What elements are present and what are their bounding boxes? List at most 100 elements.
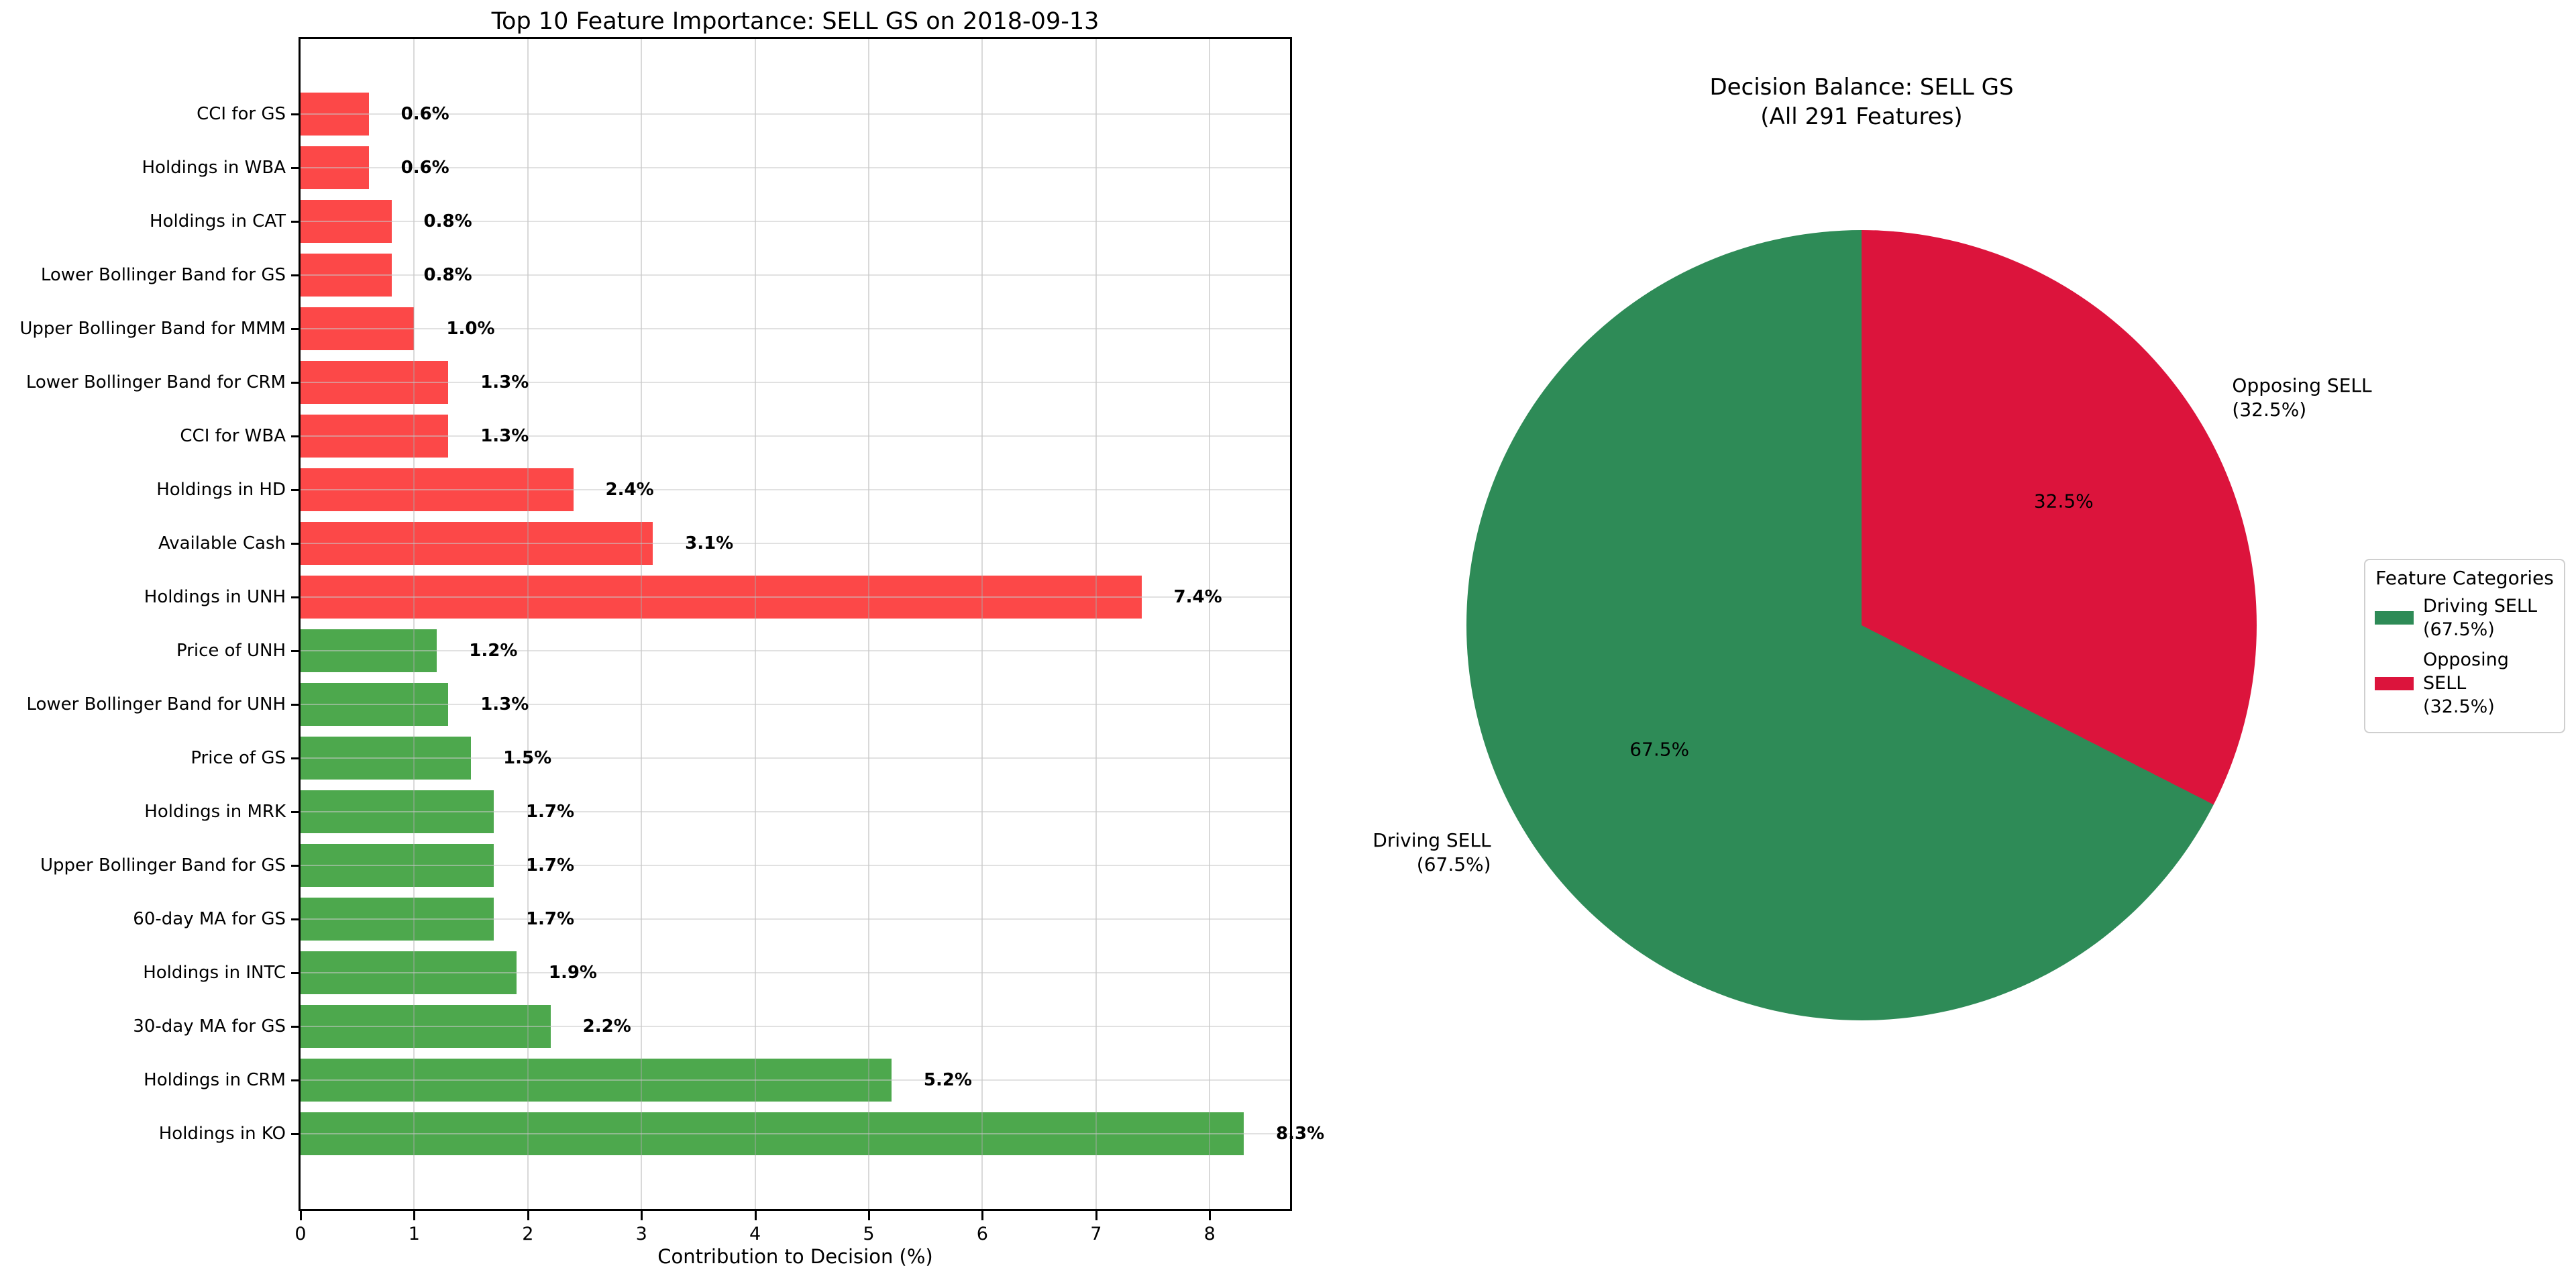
bar-value-label: 2.2% [582, 1016, 631, 1036]
h-gridline [301, 543, 1290, 544]
x-tickmark [1209, 1211, 1212, 1220]
bar-value-label: 1.0% [446, 319, 495, 339]
h-gridline [301, 865, 1290, 866]
v-gridline [981, 39, 983, 1209]
y-tickmark [291, 811, 301, 813]
bar-value-label: 1.5% [503, 748, 552, 768]
h-gridline [301, 1079, 1290, 1081]
y-tickmark [291, 543, 301, 545]
y-tick-label: Lower Bollinger Band for CRM [25, 372, 286, 392]
y-tickmark [291, 435, 301, 437]
bar-value-label: 1.3% [480, 426, 529, 446]
bar-value-label: 1.3% [480, 694, 529, 714]
x-tickmark [981, 1211, 984, 1220]
y-tickmark [291, 274, 301, 276]
bar-value-label: 0.6% [400, 104, 449, 124]
h-gridline [301, 811, 1290, 812]
bar-value-label: 1.2% [469, 641, 518, 661]
y-tickmark [291, 757, 301, 759]
legend-rows: Driving SELL (67.5%) Opposing SELL (32.5%… [2375, 594, 2555, 718]
h-gridline [301, 1026, 1290, 1027]
v-gridline [527, 39, 529, 1209]
pie-legend: Feature Categories Driving SELL (67.5%) O… [2364, 559, 2565, 733]
y-tick-label: Holdings in CAT [150, 211, 286, 231]
bar-value-label: 1.7% [525, 909, 575, 929]
legend-swatch-icon [2375, 676, 2414, 690]
y-tick-label: Lower Bollinger Band for GS [40, 265, 286, 285]
x-tick-label: 4 [749, 1224, 761, 1244]
h-gridline [301, 435, 1290, 437]
bar-value-label: 7.4% [1173, 587, 1222, 607]
v-gridline [1095, 39, 1097, 1209]
y-tickmark [291, 865, 301, 867]
y-tickmark [291, 489, 301, 491]
y-tickmark [291, 704, 301, 706]
y-tick-label: Holdings in WBA [142, 158, 286, 178]
bar-value-label: 1.7% [525, 855, 575, 875]
h-gridline [301, 328, 1290, 329]
h-gridline [301, 596, 1290, 598]
y-tickmark [291, 1133, 301, 1135]
bar-value-label: 8.3% [1276, 1124, 1325, 1144]
y-tick-label: Holdings in MRK [144, 802, 286, 822]
y-tick-label: 60-day MA for GS [133, 909, 286, 929]
y-tickmark [291, 650, 301, 652]
bar-value-label: 0.8% [423, 211, 472, 231]
bar-value-label: 3.1% [685, 533, 734, 553]
pie-outer-label: Opposing SELL (32.5%) [2232, 374, 2372, 421]
y-tickmark [291, 382, 301, 384]
legend-label: Driving SELL (67.5%) [2423, 596, 2537, 640]
y-tick-label: CCI for GS [197, 104, 286, 124]
y-tickmark [291, 221, 301, 223]
x-tickmark [527, 1211, 529, 1220]
y-tick-label: Holdings in HD [156, 480, 286, 500]
bar-chart-title: Top 10 Feature Importance: SELL GS on 20… [491, 8, 1099, 35]
x-tick-label: 6 [976, 1224, 988, 1244]
v-gridline [1209, 39, 1211, 1209]
h-gridline [301, 972, 1290, 973]
y-tick-label: 30-day MA for GS [133, 1016, 286, 1036]
y-tick-label: Holdings in UNH [144, 587, 286, 607]
y-tick-label: CCI for WBA [180, 426, 286, 446]
y-tick-label: Upper Bollinger Band for GS [40, 855, 286, 875]
y-tick-label: Holdings in KO [158, 1124, 286, 1144]
legend-row: Opposing SELL (32.5%) [2375, 648, 2555, 718]
bar-value-label: 1.9% [548, 963, 597, 983]
y-tick-label: Lower Bollinger Band for UNH [26, 694, 286, 714]
bar-value-label: 1.7% [525, 802, 575, 822]
x-tick-label: 5 [863, 1224, 875, 1244]
y-tick-label: Holdings in CRM [144, 1070, 286, 1090]
h-gridline [301, 382, 1290, 383]
h-gridline [301, 167, 1290, 168]
bar-value-label: 0.6% [400, 158, 449, 178]
v-gridline [868, 39, 869, 1209]
y-tick-label: Price of UNH [176, 641, 286, 661]
y-tickmark [291, 1079, 301, 1081]
bar-value-label: 1.3% [480, 372, 529, 392]
y-tick-label: Holdings in INTC [143, 963, 286, 983]
y-tick-label: Upper Bollinger Band for MMM [19, 319, 286, 339]
bar-value-label: 5.2% [923, 1070, 972, 1090]
x-axis-label: Contribution to Decision (%) [657, 1245, 933, 1268]
h-gridline [301, 1133, 1290, 1134]
x-tickmark [300, 1211, 302, 1220]
x-tickmark [754, 1211, 757, 1220]
pie-inner-label: 32.5% [2033, 490, 2094, 513]
legend-row: Driving SELL (67.5%) [2375, 594, 2555, 641]
h-gridline [301, 650, 1290, 651]
x-tickmark [1095, 1211, 1097, 1220]
y-tickmark [291, 328, 301, 330]
bar-value-label: 0.8% [423, 265, 472, 285]
x-tick-label: 1 [408, 1224, 420, 1244]
bar-plot-area [299, 37, 1292, 1211]
y-tickmark [291, 972, 301, 974]
y-tick-label: Price of GS [191, 748, 286, 768]
x-tickmark [868, 1211, 870, 1220]
x-tick-label: 2 [522, 1224, 534, 1244]
x-tick-label: 0 [294, 1224, 307, 1244]
h-gridline [301, 918, 1290, 920]
h-gridline [301, 757, 1290, 759]
